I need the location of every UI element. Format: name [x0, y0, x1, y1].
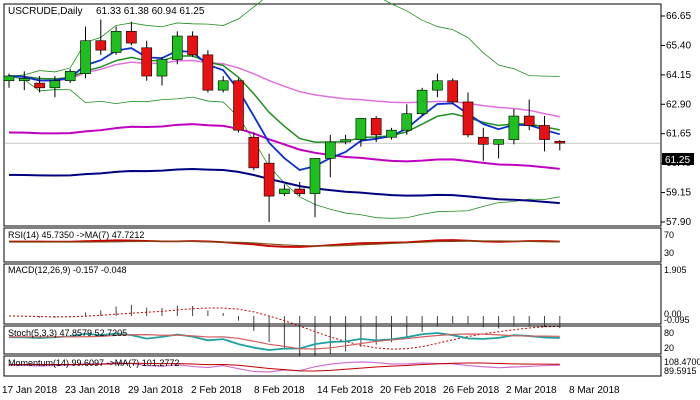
bollinger-upper-line	[8, 0, 560, 77]
price-tick-label: 65.40	[666, 40, 691, 51]
candle-bearish	[34, 82, 45, 89]
candle-bullish	[309, 158, 321, 195]
price-panel-frame	[3, 3, 662, 227]
candle-bearish	[126, 31, 137, 44]
candle-bearish	[554, 140, 566, 144]
candle-bullish	[64, 71, 76, 82]
candle-bearish	[141, 47, 152, 77]
candle-bullish	[110, 31, 122, 53]
candle-bearish	[462, 101, 474, 136]
macd-signal-line	[8, 307, 560, 350]
rsi-lines	[9, 239, 560, 248]
time-axis-label: 2 Mar 2018	[506, 385, 557, 396]
time-axis-label: 17 Jan 2018	[2, 385, 57, 396]
time-axis-label: 8 Mar 2018	[569, 385, 620, 396]
candle-bullish	[432, 80, 443, 91]
price-tick-label: 62.90	[666, 99, 691, 110]
ma-navy-line	[8, 167, 560, 205]
candle-bullish	[3, 75, 15, 82]
stoch-panel-frame	[3, 325, 662, 355]
candle-bullish	[18, 78, 30, 82]
candle-bearish	[294, 188, 306, 195]
rsi-ma-line	[9, 240, 560, 247]
price-tick-label: 66.65	[666, 11, 691, 22]
price-tick-label: 57.90	[666, 217, 691, 228]
candle-bullish	[401, 113, 413, 131]
candle-bullish	[279, 188, 290, 195]
time-axis: 17 Jan 2018 23 Jan 2018 29 Jan 2018 2 Feb 2…	[2, 385, 620, 396]
candle-bullish	[172, 35, 183, 60]
candle-bullish	[156, 59, 168, 77]
rsi-tick-70: 70	[664, 230, 674, 240]
macd-label: MACD(12,26,9) -0.157 -0.048	[8, 265, 127, 275]
candle-bearish	[447, 80, 459, 103]
stoch-tick-80: 80	[664, 328, 674, 338]
candle-bearish	[233, 80, 244, 131]
ema-green-line	[8, 55, 560, 143]
current-price-value: 61.25	[665, 155, 690, 166]
candle-bullish	[80, 40, 91, 74]
momentum-tick-top: 108.4700	[664, 357, 700, 367]
stoch-lines	[8, 332, 560, 351]
candle-bearish	[370, 118, 382, 136]
candle-bullish	[508, 115, 520, 140]
symbol-label: USCRUDE,Daily	[8, 6, 82, 17]
current-price-tag	[662, 153, 694, 165]
candle-bullish	[324, 141, 336, 159]
momentum-label: Momentum(14) 99.6097 ->MA(7) 101.2772	[8, 358, 179, 368]
candle-bullish	[493, 139, 504, 145]
price-tick-label: 64.15	[666, 70, 691, 81]
candle-bearish	[248, 136, 260, 169]
time-axis-label: 2 Feb 2018	[191, 385, 242, 396]
candle-bullish	[49, 80, 61, 89]
time-axis-label: 20 Feb 2018	[380, 385, 437, 396]
price-tick-label: 61.65	[666, 129, 691, 140]
candle-bearish	[477, 136, 489, 145]
candle-bearish	[187, 35, 198, 56]
rsi-panel-frame	[3, 227, 662, 263]
momentum-panel-frame	[3, 355, 662, 377]
candle-bullish	[416, 89, 428, 115]
candle-bearish	[202, 54, 214, 91]
ema-blue-line	[8, 47, 561, 172]
momentum-tick-bottom: 89.5915	[664, 366, 697, 376]
rsi-label: RSI(14) 45.7350 ->MA(7) 47.7212	[8, 230, 144, 240]
macd-panel-frame	[3, 263, 662, 325]
candle-bearish	[523, 115, 535, 126]
macd-tick-top: 1.905	[664, 265, 687, 275]
macd-tick-zero: 0.00	[664, 309, 682, 319]
macd-lines	[8, 304, 561, 356]
candle-bullish	[355, 118, 367, 140]
stoch-d-line	[9, 333, 560, 350]
candle-bullish	[340, 139, 351, 143]
candle-bearish	[95, 40, 107, 51]
momentum-lines	[8, 361, 560, 373]
time-axis-label: 26 Feb 2018	[443, 385, 500, 396]
time-axis-label: 29 Jan 2018	[128, 385, 183, 396]
time-axis-label: 14 Feb 2018	[317, 385, 374, 396]
candle-bullish	[217, 80, 229, 91]
candle-bearish	[539, 125, 550, 140]
stoch-k-line	[8, 332, 560, 351]
macd-tick-bottom: -0.095	[664, 315, 690, 325]
time-axis-label: 23 Jan 2018	[65, 385, 120, 396]
candle-bearish	[263, 162, 275, 197]
time-axis-label: 8 Feb 2018	[254, 385, 305, 396]
ohlc-label: 61.33 61.38 60.94 61.25	[96, 6, 205, 17]
rsi-tick-30: 30	[664, 248, 674, 258]
momentum-ma-line	[9, 362, 560, 372]
stoch-label: Stoch(5,3,3) 47.8579 52.7205	[8, 328, 127, 338]
price-tick-label: 59.15	[666, 188, 691, 199]
ma-magenta-line	[8, 123, 560, 170]
stoch-tick-20: 20	[664, 343, 674, 353]
candles-layer	[3, 19, 566, 222]
candle-bullish	[386, 129, 397, 138]
